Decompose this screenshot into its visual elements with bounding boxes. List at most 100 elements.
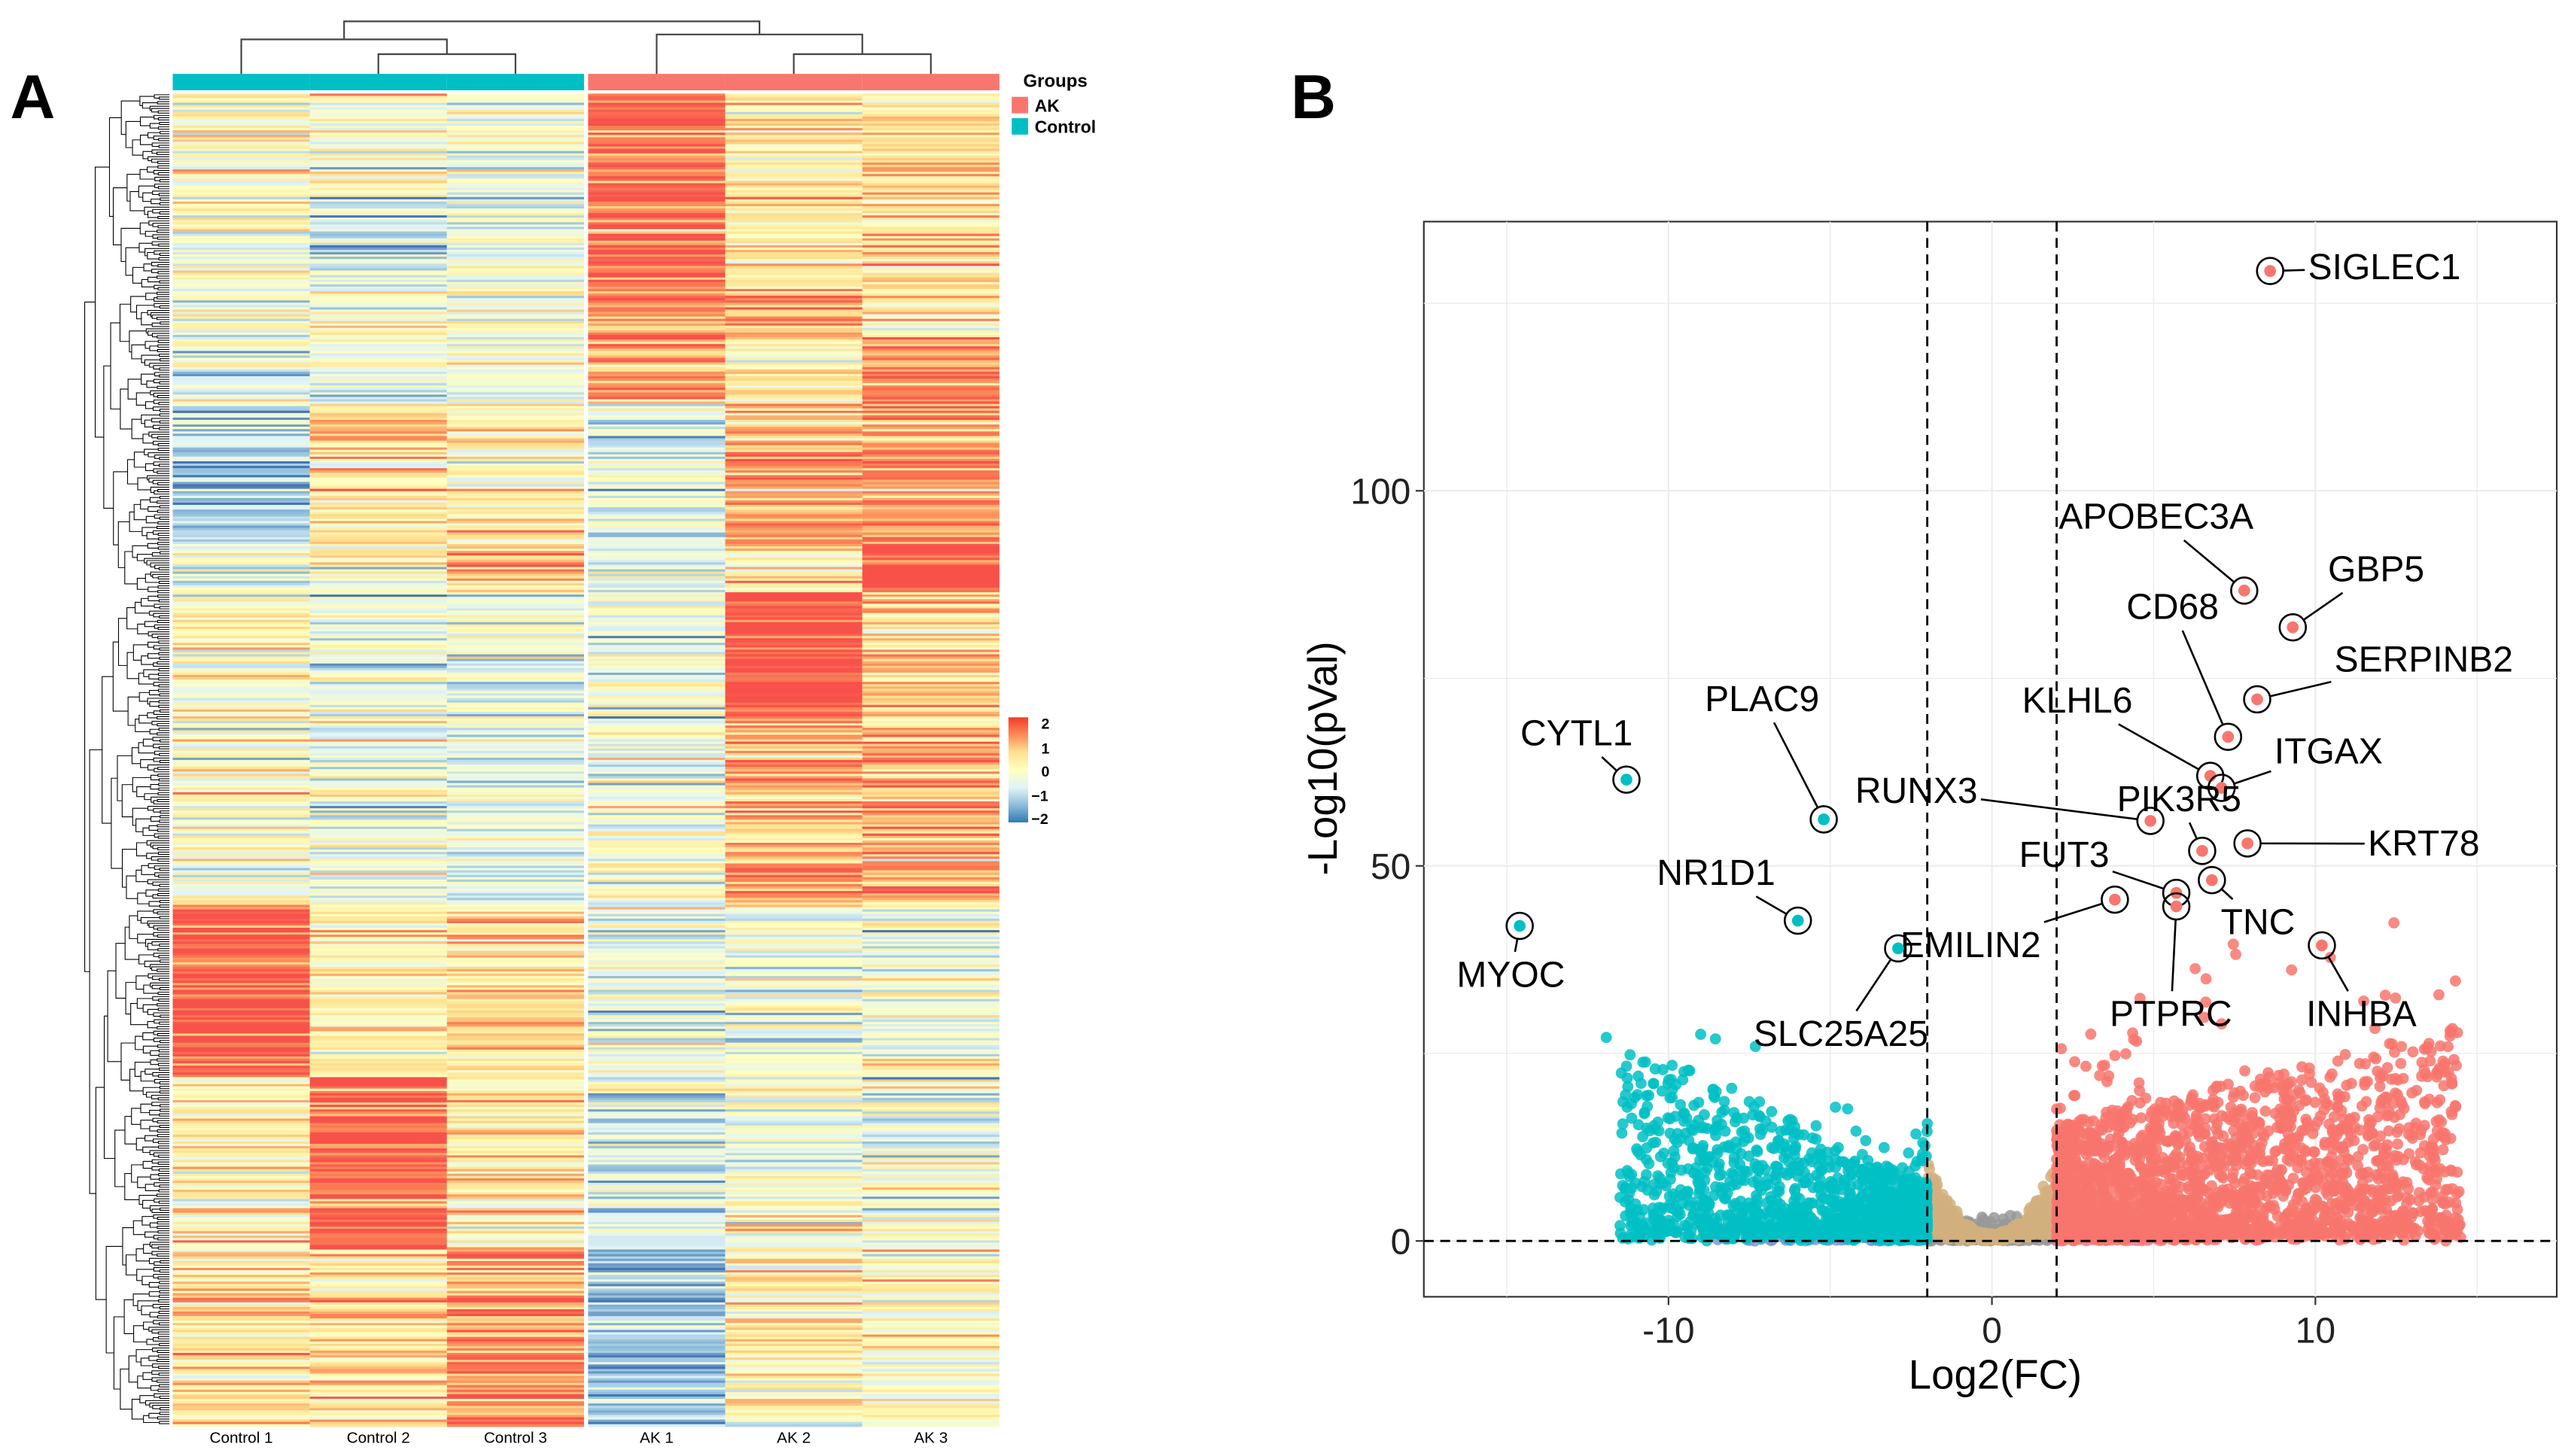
heatmap-cell — [309, 1254, 447, 1257]
heatmap-cell — [588, 445, 726, 448]
dendrogram-branch — [154, 177, 170, 181]
heatmap-cell — [446, 486, 584, 490]
heatmap-cell — [309, 796, 447, 800]
heatmap-cell — [862, 1227, 1000, 1230]
heatmap-cell — [172, 518, 310, 522]
heatmap-cell — [172, 1086, 310, 1090]
heatmap-cell — [725, 612, 863, 616]
dendrogram-branch — [158, 667, 170, 672]
heatmap-cell — [588, 1063, 726, 1066]
heatmap-cell — [588, 1205, 726, 1209]
heatmap-cell — [862, 111, 1000, 115]
heatmap-cell — [172, 941, 310, 945]
heatmap-cell — [309, 502, 447, 506]
heatmap-cell — [862, 196, 1000, 200]
dendrogram-branch — [160, 197, 170, 201]
heatmap-cell — [172, 580, 310, 584]
dendrogram-branch — [160, 1108, 170, 1112]
heatmap-cell — [446, 1141, 584, 1144]
heatmap-cell — [172, 667, 310, 671]
heatmap-cell — [446, 383, 584, 386]
heatmap-cell — [588, 1022, 726, 1025]
dendrogram-branch — [159, 752, 170, 756]
heatmap-cell — [172, 670, 310, 673]
heatmap-cell — [446, 238, 584, 242]
heatmap-cell — [588, 962, 726, 965]
heatmap-cell — [446, 974, 584, 977]
heatmap-cell — [725, 789, 863, 793]
heatmap-cell — [862, 1100, 1000, 1103]
heatmap-cell — [862, 415, 1000, 418]
heatmap-cell — [172, 1022, 310, 1025]
dendrogram-branch — [159, 1113, 170, 1117]
heatmap-cell — [862, 144, 1000, 147]
heatmap-cell — [172, 1281, 310, 1285]
heatmap-cell — [309, 923, 447, 926]
heatmap-cell — [862, 238, 1000, 242]
heatmap-cell — [588, 877, 726, 880]
heatmap-cell — [446, 148, 584, 152]
heatmap-cell — [309, 187, 447, 191]
heatmap-cell — [862, 1394, 1000, 1397]
heatmap-cell — [446, 1155, 584, 1159]
heatmap-cell — [309, 1240, 447, 1244]
heatmap-cell — [725, 682, 863, 685]
heatmap-cell — [588, 344, 726, 347]
heatmap-cell — [446, 1022, 584, 1025]
heatmap-cell — [309, 1270, 447, 1273]
heatmap-cell — [446, 1339, 584, 1342]
heatmap-cell — [309, 1072, 447, 1076]
dendrogram-branch — [143, 1415, 160, 1424]
heatmap-cell — [588, 918, 726, 922]
heatmap-cell — [309, 488, 447, 492]
heatmap-cell — [588, 96, 726, 99]
heatmap-cell — [862, 861, 1000, 865]
heatmap-cell — [172, 213, 310, 216]
heatmap-cell — [725, 445, 863, 448]
heatmap-cell — [862, 564, 1000, 568]
dendrogram-branch — [151, 1159, 170, 1164]
heatmap-cell — [446, 702, 584, 706]
heatmap-cell — [588, 573, 726, 577]
dendrogram-branch — [131, 747, 141, 764]
heatmap-cell — [309, 1203, 447, 1207]
heatmap-cell — [588, 211, 726, 214]
heatmap-cell — [588, 1348, 726, 1351]
heatmap-cell — [588, 456, 726, 460]
heatmap-cell — [588, 160, 726, 163]
heatmap-cell — [862, 792, 1000, 795]
heatmap-cell — [725, 667, 863, 671]
heatmap-cell — [172, 1299, 310, 1303]
heatmap-cell — [446, 518, 584, 522]
heatmap-cell — [309, 1279, 447, 1282]
heatmap-cell — [309, 417, 447, 421]
dendrogram-branch — [149, 497, 160, 503]
heatmap-cell — [725, 1299, 863, 1303]
heatmap-cell — [309, 985, 447, 989]
heatmap-cell — [446, 176, 584, 180]
heatmap-cell — [862, 1035, 1000, 1039]
heatmap-cell — [588, 1265, 726, 1269]
heatmap-cell — [588, 1366, 726, 1370]
heatmap-cell — [446, 477, 584, 481]
heatmap-cell — [309, 835, 447, 839]
heatmap-cell — [588, 1233, 726, 1236]
dendrogram-branch — [145, 341, 159, 349]
heatmap-cell — [588, 1053, 726, 1057]
heatmap-cell — [725, 126, 863, 129]
dendrogram-branch — [129, 1068, 144, 1092]
heatmap-cell — [446, 723, 584, 726]
dendrogram-branch — [154, 1079, 170, 1084]
heatmap-cell — [862, 1005, 1000, 1009]
dendrogram-branch — [148, 1281, 160, 1288]
heatmap-cell — [446, 1070, 584, 1074]
heatmap-cell — [725, 369, 863, 372]
heatmap-cell — [725, 286, 863, 290]
heatmap-cell — [309, 1026, 447, 1030]
heatmap-cell — [172, 369, 310, 372]
dendrogram-branch — [140, 1357, 153, 1366]
heatmap-cell — [446, 828, 584, 832]
heatmap-panel: Control 1 Control 2 Control 3 AK 1 AK 2 AK 3 … — [84, 20, 1096, 1447]
heatmap-cell — [725, 980, 863, 983]
heatmap-cell — [725, 842, 863, 846]
